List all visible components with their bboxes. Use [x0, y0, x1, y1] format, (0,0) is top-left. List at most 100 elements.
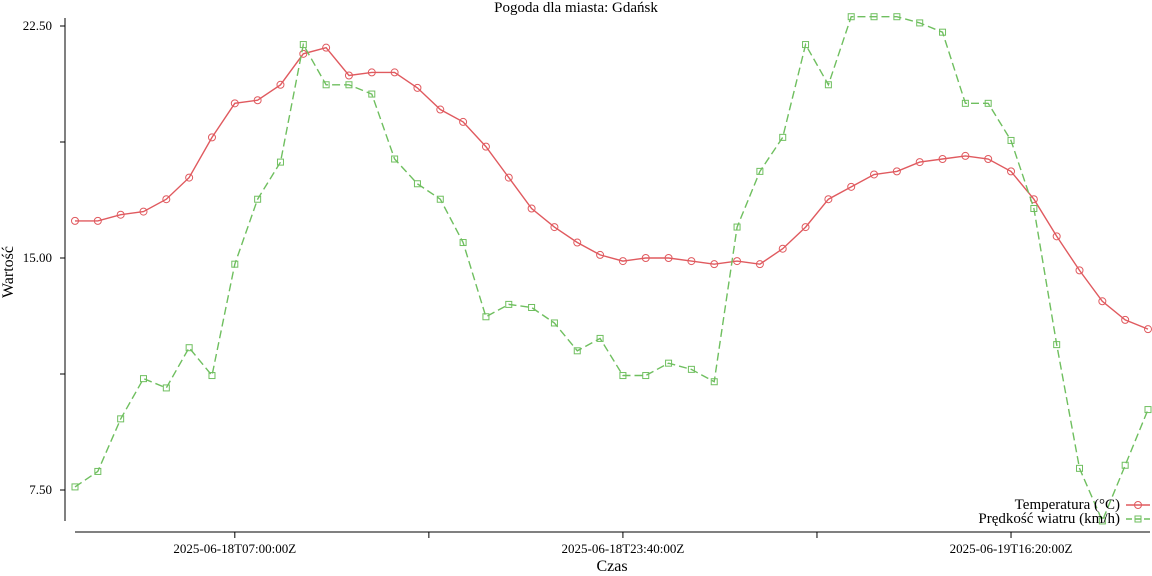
- data-point: [208, 372, 216, 380]
- data-point: [710, 378, 718, 386]
- data-point: [550, 319, 558, 327]
- data-point: [299, 41, 307, 49]
- data-point: [801, 223, 810, 232]
- data-point: [93, 216, 102, 225]
- legend-label: Temperatura (°C): [1015, 497, 1120, 513]
- data-point: [94, 467, 102, 475]
- data-point: [322, 81, 330, 89]
- y-tick-label: 22.50: [23, 18, 52, 33]
- data-point: [1007, 136, 1015, 144]
- data-point: [1007, 167, 1016, 176]
- data-point: [391, 155, 399, 163]
- data-point: [961, 151, 970, 160]
- data-point: [984, 99, 992, 107]
- y-tick-label: 15.00: [23, 250, 52, 265]
- data-point: [185, 173, 194, 182]
- data-point: [71, 216, 79, 225]
- y-axis-title: Wartość: [0, 246, 17, 298]
- data-point: [368, 90, 376, 98]
- legend-label: Prędkość wiatru (km/h): [978, 511, 1120, 527]
- y-tick-label: 7.50: [29, 482, 52, 497]
- data-point: [892, 167, 901, 176]
- data-point: [596, 250, 605, 259]
- data-point: [756, 167, 764, 175]
- data-point: [299, 49, 308, 58]
- data-point: [436, 105, 445, 114]
- data-point: [573, 347, 581, 355]
- chart-title: Pogoda dla miasta: Gdańsk: [494, 0, 658, 16]
- data-point: [984, 155, 993, 164]
- x-tick-label: 2025-06-18T07:00:00Z: [173, 541, 296, 556]
- data-point: [1075, 266, 1084, 275]
- data-point: [916, 19, 924, 27]
- legend-marker: [1134, 501, 1142, 509]
- legend: Temperatura (°C)Prędkość wiatru (km/h): [978, 497, 1150, 527]
- series-line: [75, 46, 1149, 330]
- data-point: [527, 204, 536, 213]
- data-point: [1144, 325, 1152, 334]
- data-point: [344, 71, 353, 80]
- data-point: [733, 257, 742, 266]
- data-point: [550, 223, 559, 232]
- data-point: [641, 254, 650, 262]
- data-point: [642, 372, 650, 380]
- data-point: [687, 257, 696, 266]
- data-point: [687, 365, 695, 373]
- data-point: [1121, 315, 1130, 324]
- data-point: [71, 483, 79, 491]
- data-point: [596, 334, 604, 342]
- data-point: [322, 43, 331, 52]
- data-point: [1030, 205, 1038, 213]
- data-point: [573, 238, 582, 247]
- data-point: [367, 68, 376, 77]
- data-point: [276, 80, 285, 89]
- data-point: [345, 81, 353, 89]
- data-point: [231, 260, 239, 268]
- data-point: [436, 195, 444, 203]
- data-point: [185, 344, 193, 352]
- y-axis-ticks: 7.50 15.00 22.50: [23, 18, 65, 497]
- data-point: [459, 117, 468, 126]
- data-point: [710, 260, 719, 269]
- series-temperature: [71, 43, 1152, 334]
- data-point: [779, 133, 787, 141]
- data-point: [1098, 297, 1107, 306]
- data-point: [253, 96, 262, 105]
- data-point: [505, 300, 513, 308]
- data-point: [481, 142, 490, 151]
- data-point: [116, 210, 125, 219]
- data-point: [162, 384, 170, 392]
- data-point: [459, 239, 467, 247]
- data-point: [733, 223, 741, 231]
- data-point: [618, 257, 627, 266]
- x-axis-ticks: 2025-06-18T07:00:00Z 2025-06-18T23:40:00Z…: [173, 532, 1072, 556]
- data-point: [276, 158, 284, 166]
- x-tick-label: 2025-06-18T23:40:00Z: [562, 541, 685, 556]
- data-point: [413, 180, 421, 188]
- data-point: [1053, 341, 1061, 349]
- data-point: [1121, 461, 1129, 469]
- data-point: [139, 207, 148, 216]
- data-point: [824, 195, 833, 204]
- data-point: [893, 13, 901, 21]
- data-point: [254, 195, 262, 203]
- data-point: [207, 133, 216, 142]
- data-point: [117, 415, 125, 423]
- series-layer: [71, 13, 1152, 525]
- data-point: [847, 182, 856, 191]
- data-point: [939, 28, 947, 36]
- data-point: [230, 99, 239, 108]
- data-point: [915, 158, 924, 167]
- data-point: [870, 13, 878, 21]
- data-point: [162, 195, 171, 204]
- legend-marker: [1134, 515, 1142, 523]
- x-axis-title: Czas: [596, 558, 627, 575]
- data-point: [619, 372, 627, 380]
- x-tick-label: 2025-06-19T16:20:00Z: [950, 541, 1073, 556]
- data-point: [665, 359, 673, 367]
- series-wind-speed: [71, 13, 1152, 525]
- data-point: [961, 99, 969, 107]
- data-point: [938, 155, 947, 164]
